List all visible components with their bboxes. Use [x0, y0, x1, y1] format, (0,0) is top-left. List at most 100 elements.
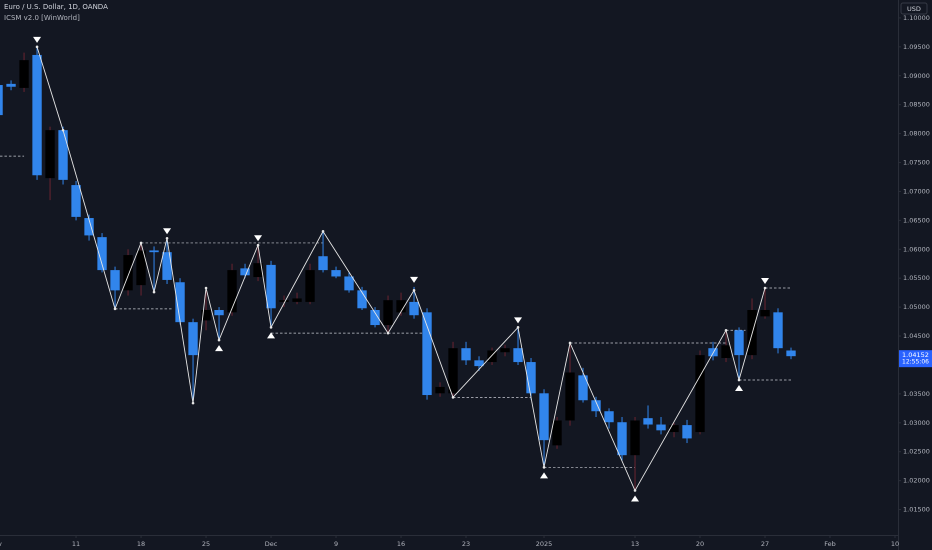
candle-body: [0, 85, 3, 116]
candle-body: [513, 348, 523, 363]
zigzag-point: [165, 236, 169, 240]
candle-body: [630, 420, 640, 456]
candle-body: [643, 418, 653, 425]
zigzag-point: [204, 286, 208, 290]
candle-body: [175, 282, 185, 323]
y-tick-label: 1.06000: [903, 245, 930, 253]
y-tick-label: 1.04500: [903, 332, 930, 340]
y-tick-label: 1.08000: [903, 130, 930, 138]
time-axis: Nov 11 18 25 Dec 9 16 23 2025 13 20 27 Feb 10: [0, 535, 899, 548]
pivot-high-marker: [410, 276, 419, 283]
candle-body: [214, 310, 224, 316]
y-tick-label: 1.10000: [903, 14, 930, 22]
x-tick-label: Dec: [265, 540, 278, 548]
zigzag-point: [451, 396, 455, 399]
candle-body: [45, 130, 55, 179]
zigzag-point: [633, 489, 637, 492]
countdown: 12:55:06: [902, 359, 929, 366]
y-tick-label: 1.09000: [903, 72, 930, 80]
candle-body: [396, 300, 406, 313]
candle-body: [305, 270, 315, 302]
y-tick-label: 1.07000: [903, 187, 930, 195]
candle-body: [383, 300, 393, 326]
candle-body: [162, 252, 172, 280]
zigzag-point: [737, 378, 741, 382]
candle-body: [292, 298, 302, 302]
zigzag-point: [568, 341, 572, 345]
zigzag-point: [139, 241, 143, 245]
candle-body: [71, 185, 81, 217]
zigzag-point: [321, 230, 325, 233]
x-tick-label: 20: [696, 540, 704, 548]
pivot-low-marker: [631, 495, 640, 502]
candle-body: [500, 348, 510, 353]
candle-body: [539, 393, 549, 441]
y-tick-label: 1.02000: [903, 477, 930, 485]
zigzag-point: [113, 307, 117, 311]
zigzag-point: [191, 401, 195, 405]
zigzag-point: [61, 128, 65, 132]
candle-body: [565, 372, 575, 421]
candle-body: [279, 300, 289, 302]
x-tick-label: 23: [462, 540, 470, 548]
candle-body: [357, 290, 367, 309]
zigzag-point: [269, 326, 273, 329]
y-tick-label: 1.03000: [903, 419, 930, 427]
x-tick-label: 2025: [536, 540, 553, 548]
plot-area: [0, 36, 796, 502]
pivot-low-marker: [540, 472, 549, 479]
zigzag-point: [763, 286, 767, 290]
candle-body: [110, 270, 120, 291]
x-tick-label: 10: [891, 540, 899, 548]
y-tick-label: 1.07500: [903, 159, 930, 167]
candle-body: [669, 425, 679, 433]
pivot-high-marker: [254, 235, 263, 242]
x-tick-label: Feb: [824, 540, 836, 548]
pivot-high-marker: [33, 36, 42, 43]
candle-body: [591, 400, 601, 412]
zigzag-line: [36, 46, 766, 492]
x-tick-label: 16: [397, 540, 405, 548]
candle-body: [240, 268, 250, 276]
zigzag-point: [386, 331, 390, 335]
candle-body: [331, 270, 341, 277]
y-tick-label: 1.08500: [903, 101, 930, 109]
candle-body: [84, 218, 94, 236]
currency[interactable]: USD: [907, 5, 921, 13]
last-price-label: 1.04152: [902, 351, 929, 359]
pivot-high-marker: [514, 317, 523, 324]
zigzag-point: [412, 289, 416, 292]
x-tick-label: 25: [202, 540, 210, 548]
zigzag-point: [152, 290, 156, 294]
candle-body: [188, 322, 198, 356]
candle-body: [721, 345, 731, 359]
candle-body: [526, 362, 536, 394]
candle-body: [448, 348, 458, 394]
y-tick-label: 1.02500: [903, 448, 930, 456]
zigzag-point: [724, 328, 728, 332]
x-tick-label: 18: [137, 540, 145, 548]
x-tick-label: 13: [631, 540, 639, 548]
x-tick-label: 27: [761, 540, 769, 548]
candle-body: [370, 310, 380, 326]
candle-body: [32, 54, 42, 176]
zigzag-point: [516, 326, 520, 329]
last-price-box: [899, 350, 932, 368]
x-tick-label: Nov: [0, 540, 2, 548]
y-tick-label: 1.06500: [903, 216, 930, 224]
candle-body: [201, 310, 211, 321]
currency-box[interactable]: [900, 2, 928, 15]
candle-body: [97, 237, 107, 271]
candle-body: [552, 420, 562, 446]
y-tick-label: 1.05000: [903, 303, 930, 311]
candle-body: [617, 422, 627, 456]
y-tick-label: 1.09500: [903, 43, 930, 51]
candle-body: [58, 130, 68, 180]
pivot-low-marker: [215, 345, 224, 352]
pivot-high-marker: [761, 278, 770, 285]
candle-body: [19, 60, 29, 88]
candle-body: [773, 312, 783, 349]
candle-body: [682, 425, 692, 439]
